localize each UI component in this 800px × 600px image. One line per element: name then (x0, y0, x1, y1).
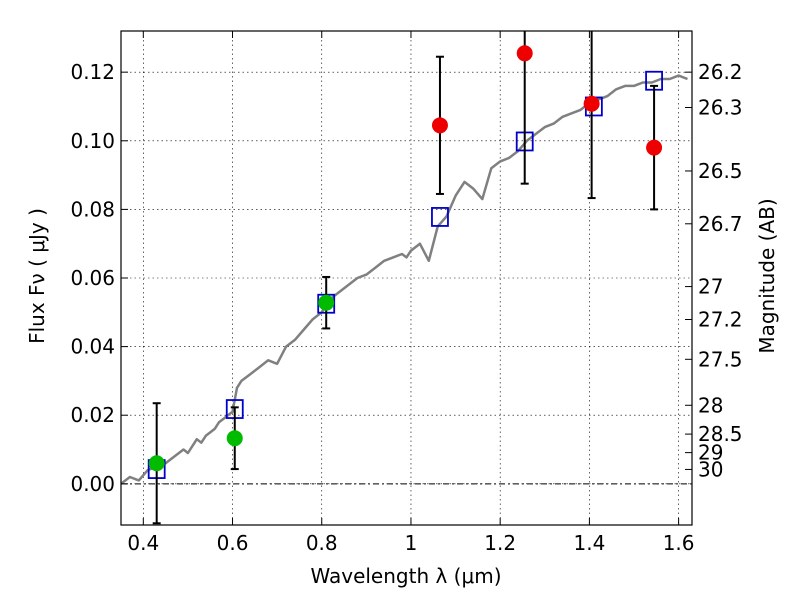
photometry-point (148, 455, 165, 472)
y-right-tick-label: 28.5 (698, 422, 743, 446)
y-tick-label: 0.00 (70, 472, 115, 496)
x-tick-label: 0.8 (306, 531, 338, 555)
y-right-tick-label: 26.2 (698, 60, 743, 84)
x-tick-label: 0.6 (217, 531, 249, 555)
y-tick-label: 0.08 (70, 197, 115, 221)
y-right-tick-label: 27.2 (698, 308, 743, 332)
grid (121, 31, 692, 525)
photometry-point (431, 117, 448, 134)
x-tick-label: 0.4 (127, 531, 159, 555)
y-right-axis-label: Magnitude (AB) (755, 198, 779, 353)
template-spectrum-line (120, 74, 688, 485)
y-right-tick-label: 26.3 (698, 96, 743, 120)
x-tick-label: 1.6 (663, 531, 695, 555)
photometry-point (516, 45, 533, 62)
y-right-tick-label: 26.5 (698, 159, 743, 183)
model-square-marker (431, 207, 449, 227)
x-tick-label: 1.2 (484, 531, 516, 555)
y-tick-label: 0.10 (70, 129, 115, 153)
series-group (120, 31, 688, 525)
photometry-point (226, 430, 243, 447)
photometry-point (646, 139, 663, 156)
y-tick-label: 0.02 (70, 403, 115, 427)
photometry-point (583, 95, 600, 112)
x-tick-label: 1 (405, 531, 418, 555)
y-right-tick-label: 28 (698, 393, 723, 417)
y-right-tick-label: 27.5 (698, 347, 743, 371)
y-axis-label: Flux Fν ( μJy ) (25, 208, 49, 344)
ticks: 0.4 0.6 0.8 1 1.2 1.4 1.6 0.00 0.02 0.04 0.06 0.08 0… (70, 31, 743, 555)
y-tick-label: 0.12 (70, 60, 115, 84)
y-right-tick-label: 26.7 (698, 212, 743, 236)
y-tick-label: 0.06 (70, 266, 115, 290)
x-tick-label: 1.4 (573, 531, 605, 555)
y-right-tick-label: 29 (698, 441, 723, 465)
y-tick-label: 0.04 (70, 335, 115, 359)
photometry-point (318, 294, 335, 311)
x-axis-label: Wavelength λ (μm) (310, 564, 501, 588)
y-right-tick-label: 27 (698, 275, 723, 299)
y-right-tick-label: 30 (698, 457, 723, 481)
